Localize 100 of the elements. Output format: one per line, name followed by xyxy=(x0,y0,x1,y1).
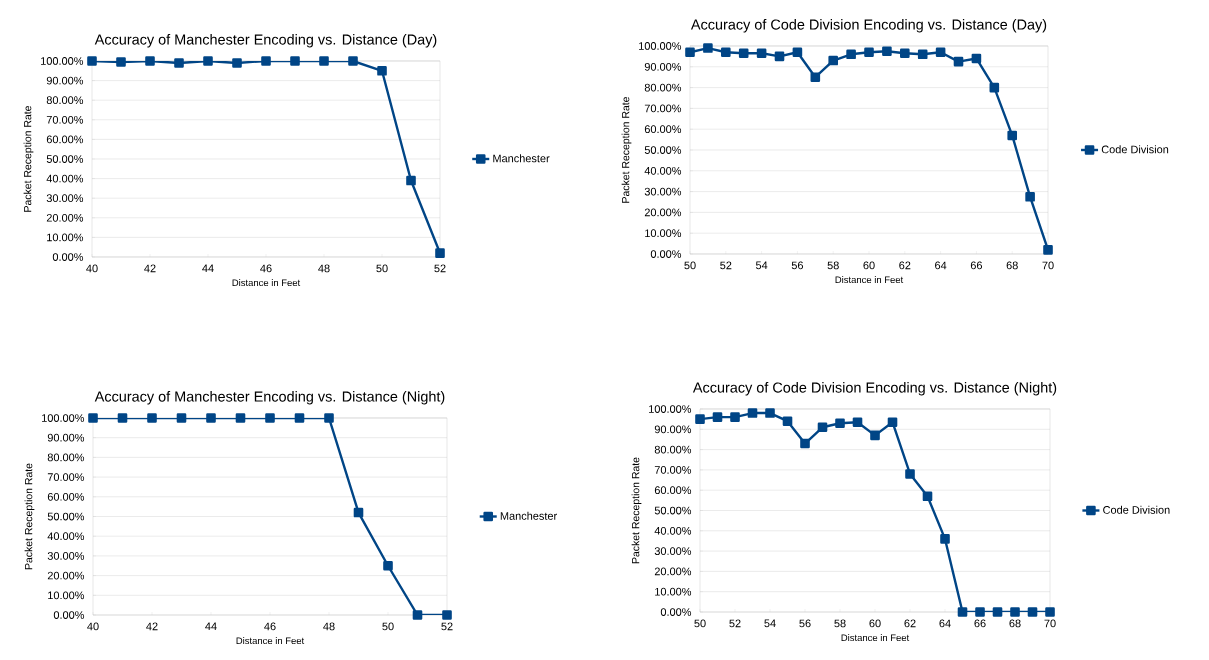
point xyxy=(738,48,749,59)
y-axis-title: Packet Reception Rate xyxy=(23,105,34,212)
x-tick-label: 60 xyxy=(869,619,881,628)
y-tick-label: 100.00% xyxy=(42,414,85,422)
x-tick-label: 52 xyxy=(729,619,741,628)
x-tick-label: 64 xyxy=(939,619,951,628)
x-tick-label: 58 xyxy=(827,261,839,270)
y-tick-label: 30.00% xyxy=(47,552,85,560)
x-tick-label: 46 xyxy=(260,264,272,273)
point xyxy=(782,416,793,426)
y-axis-title: Packet Reception Rate xyxy=(621,96,632,203)
point xyxy=(1025,192,1035,202)
point xyxy=(852,417,863,427)
point xyxy=(117,413,128,423)
point xyxy=(747,408,758,418)
y-tick-label: 30.00% xyxy=(644,187,682,196)
y-tick-label: 20.00% xyxy=(644,208,682,217)
point xyxy=(176,413,187,423)
y-tick-label: 100.00% xyxy=(639,42,682,50)
point xyxy=(1043,245,1053,255)
chart-title: Accuracy of Code Division Encoding vs. Distance (Day) xyxy=(690,19,1047,33)
point xyxy=(695,414,705,424)
point xyxy=(975,607,985,617)
chart-title: Accuracy of Manchester Encoding vs. Distance (Night) xyxy=(94,391,445,405)
point xyxy=(922,491,933,502)
x-tick-label: 40 xyxy=(87,622,99,631)
y-axis-title: Packet Reception Rate xyxy=(24,463,35,570)
x-tick-label: 50 xyxy=(694,619,706,628)
point xyxy=(712,412,723,422)
x-tick-label: 66 xyxy=(974,619,986,628)
x-tick-label: 54 xyxy=(755,261,768,270)
point xyxy=(957,607,968,617)
x-tick-label: 48 xyxy=(318,264,330,273)
point xyxy=(265,413,275,423)
y-tick-label: 50.00% xyxy=(46,155,84,163)
point xyxy=(800,438,810,449)
point xyxy=(992,607,1003,617)
y-tick-label: 70.00% xyxy=(644,104,682,113)
point xyxy=(1027,607,1038,617)
x-axis-title: Distance in Feet xyxy=(841,634,910,642)
point xyxy=(1045,607,1055,617)
x-tick-label: 68 xyxy=(1009,619,1021,628)
y-tick-label: 20.00% xyxy=(46,213,84,222)
point xyxy=(88,413,98,423)
y-tick-label: 10.00% xyxy=(655,587,692,596)
y-tick-label: 80.00% xyxy=(47,453,85,462)
y-tick-label: 20.00% xyxy=(654,567,692,576)
point xyxy=(774,51,785,62)
y-tick-label: 70.00% xyxy=(47,473,85,481)
chart-title: Accuracy of Manchester Encoding vs. Distance (Day) xyxy=(94,34,437,48)
x-tick-label: 44 xyxy=(202,264,214,273)
x-tick-label: 42 xyxy=(146,622,158,631)
x-axis-title: Distance in Feet xyxy=(236,637,305,645)
point xyxy=(377,65,387,76)
point xyxy=(882,46,892,56)
y-tick-label: 40.00% xyxy=(47,532,85,541)
point xyxy=(864,47,874,58)
legend-label: Manchester xyxy=(493,154,550,163)
x-tick-label: 64 xyxy=(935,261,947,270)
point xyxy=(294,413,305,423)
point xyxy=(383,560,393,571)
point xyxy=(406,175,416,186)
point xyxy=(412,610,423,620)
point xyxy=(290,56,300,66)
y-tick-label: 10.00% xyxy=(645,229,682,238)
x-tick-label: 62 xyxy=(904,619,916,628)
y-tick-label: 0.00% xyxy=(52,253,84,261)
point xyxy=(232,58,242,68)
chart-title: Accuracy of Code Division Encoding vs. Distance (Night) xyxy=(692,382,1057,396)
point xyxy=(145,56,155,66)
x-axis-title: Distance in Feet xyxy=(835,276,904,284)
x-tick-label: 54 xyxy=(764,619,776,628)
legend-label: Manchester xyxy=(500,511,557,520)
point xyxy=(870,430,880,441)
point xyxy=(435,248,445,258)
y-tick-label: 60.00% xyxy=(654,486,692,495)
x-tick-label: 50 xyxy=(376,264,388,273)
point xyxy=(828,55,839,66)
x-tick-label: 66 xyxy=(970,261,983,270)
y-tick-label: 70.00% xyxy=(46,115,84,124)
point xyxy=(203,56,213,66)
point xyxy=(703,43,713,53)
y-tick-label: 40.00% xyxy=(46,174,84,183)
point xyxy=(116,57,126,67)
x-tick-label: 62 xyxy=(899,261,911,270)
x-axis-title: Distance in Feet xyxy=(232,279,301,287)
y-tick-label: 100.00% xyxy=(649,405,692,413)
y-tick-label: 80.00% xyxy=(644,83,682,92)
y-axis-title: Packet Reception Rate xyxy=(631,457,642,564)
y-tick-label: 60.00% xyxy=(46,135,84,144)
x-tick-label: 50 xyxy=(382,622,394,631)
x-tick-label: 56 xyxy=(791,261,804,270)
x-tick-label: 70 xyxy=(1044,619,1056,628)
point xyxy=(846,49,856,60)
y-tick-label: 100.00% xyxy=(41,57,84,65)
point xyxy=(353,507,364,518)
y-tick-label: 0.00% xyxy=(660,608,692,616)
point xyxy=(900,48,910,59)
point xyxy=(319,56,329,66)
point xyxy=(87,56,97,66)
